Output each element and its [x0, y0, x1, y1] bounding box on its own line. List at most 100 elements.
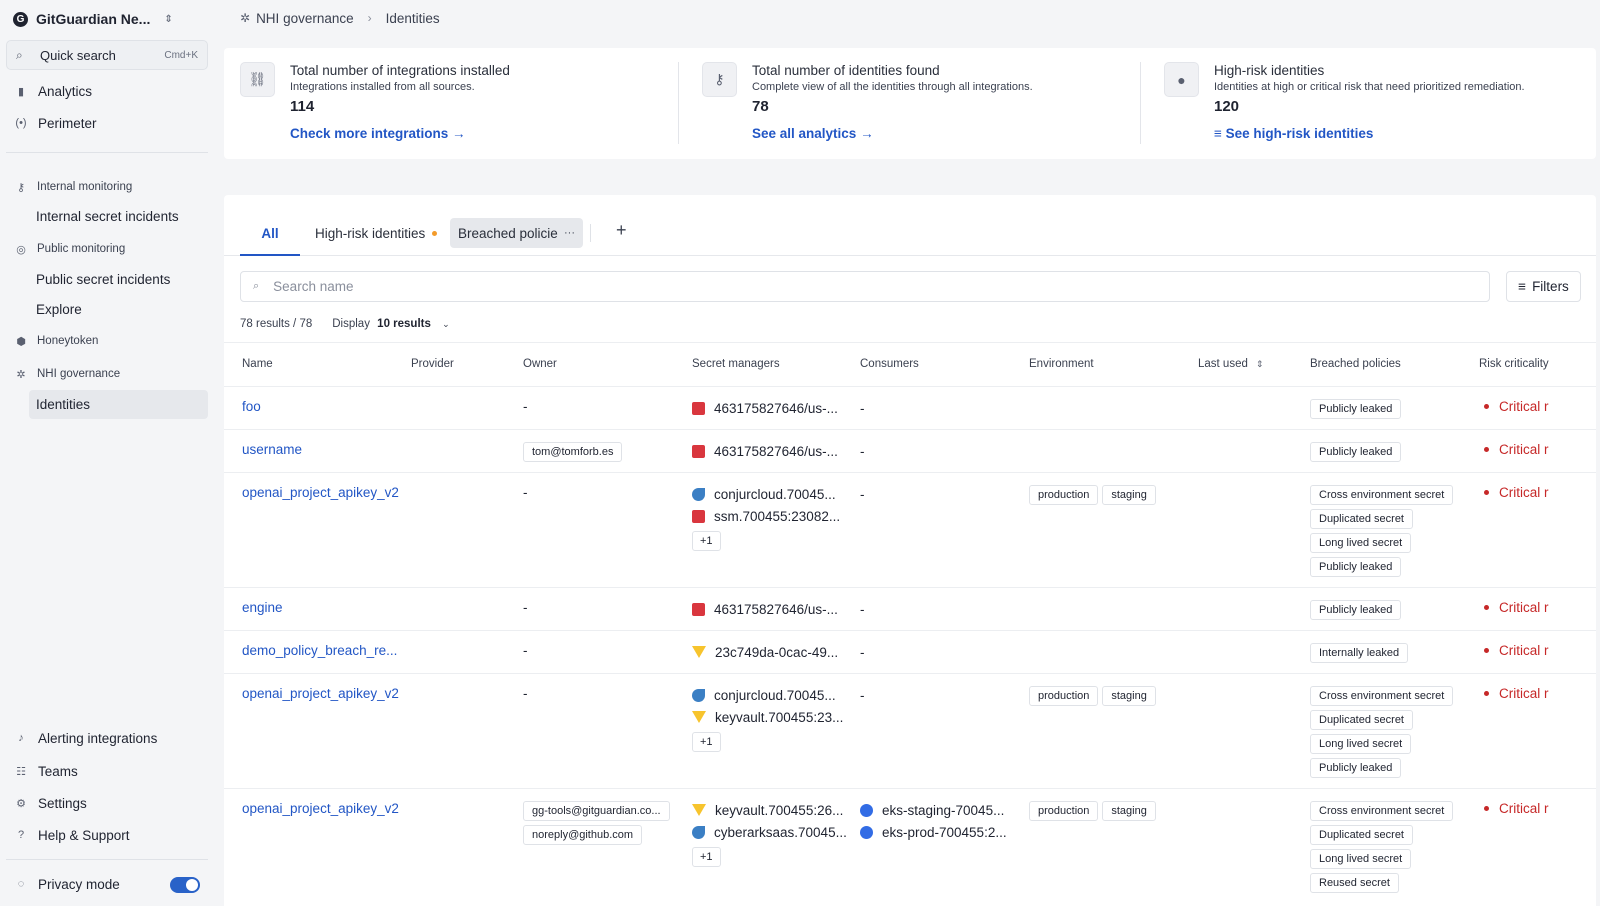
- table-row[interactable]: openai_project_apikey_v2 - conjurcloud.700…: [224, 674, 1596, 789]
- nav-identities[interactable]: Identities: [29, 390, 208, 419]
- nav-explore[interactable]: Explore: [29, 295, 208, 324]
- identity-name-link[interactable]: openai_project_apikey_v2: [242, 801, 399, 816]
- policy-chip: Publicly leaked: [1310, 399, 1402, 419]
- aws-icon: [692, 401, 705, 415]
- link-icon: ⛓: [240, 62, 275, 97]
- tab-all[interactable]: All: [261, 225, 279, 241]
- more-secret-managers-chip[interactable]: +1: [692, 847, 721, 867]
- col-last-used[interactable]: Last used ⇕: [1198, 358, 1263, 370]
- consumer-name: -: [860, 486, 865, 502]
- secret-manager-item[interactable]: keyvault.700455:23...: [692, 706, 852, 728]
- col-consumers[interactable]: Consumers: [860, 358, 919, 370]
- risk-label: Critical r: [1499, 643, 1549, 658]
- consumer-name: eks-staging-70045...: [882, 802, 1005, 818]
- section-public-monitoring[interactable]: ◎ Public monitoring: [14, 239, 125, 259]
- col-name[interactable]: Name: [242, 358, 273, 370]
- see-high-risk-identities-link[interactable]: ≡ See high-risk identities: [1214, 126, 1373, 141]
- search-icon: ⌕: [16, 47, 23, 62]
- search-input[interactable]: [273, 279, 1374, 294]
- more-secret-managers-chip[interactable]: +1: [692, 732, 721, 752]
- nav-settings[interactable]: ⚙ Settings: [14, 791, 87, 815]
- table-row[interactable]: engine - 463175827646/us-... - Publicly leak…: [224, 588, 1596, 631]
- nav-analytics[interactable]: ▮ Analytics: [14, 79, 92, 103]
- more-secret-managers-chip[interactable]: +1: [692, 531, 721, 551]
- nav-public-secret-incidents[interactable]: Public secret incidents: [29, 265, 208, 294]
- table-row[interactable]: username tom@tomforb.es 463175827646/us-..…: [224, 430, 1596, 473]
- section-honeytoken[interactable]: ⬢ Honeytoken: [14, 331, 98, 351]
- identity-name-link[interactable]: demo_policy_breach_re...: [242, 643, 398, 658]
- privacy-mode-toggle[interactable]: [170, 877, 200, 893]
- nav-perimeter[interactable]: (•) Perimeter: [14, 111, 97, 135]
- display-dropdown[interactable]: Display 10 results ⌄: [332, 318, 449, 330]
- secret-manager-item[interactable]: keyvault.700455:26...: [692, 799, 852, 821]
- search-icon: ⌕: [253, 280, 260, 292]
- secret-manager-item[interactable]: 463175827646/us-...: [692, 598, 852, 620]
- table-row[interactable]: demo_policy_breach_re... - 23c749da-0cac-4…: [224, 631, 1596, 674]
- tab-breached-policies[interactable]: Breached policies ···: [450, 218, 583, 248]
- nav-internal-secret-incidents[interactable]: Internal secret incidents: [29, 202, 208, 231]
- col-last-used-label: Last used: [1198, 358, 1248, 370]
- identity-name-link[interactable]: openai_project_apikey_v2: [242, 686, 399, 701]
- secret-manager-item[interactable]: conjurcloud.70045...: [692, 684, 852, 706]
- secret-manager-item[interactable]: 463175827646/us-...: [692, 440, 852, 462]
- consumer-name: -: [860, 644, 865, 660]
- owner-empty: -: [523, 600, 528, 615]
- risk-badge: Critical r: [1484, 801, 1594, 816]
- filters-button[interactable]: ≡ Filters: [1506, 271, 1581, 302]
- secret-manager-item[interactable]: ssm.700455:23082...: [692, 505, 852, 527]
- more-options-icon[interactable]: ···: [564, 227, 575, 239]
- col-breached-policies[interactable]: Breached policies: [1310, 358, 1401, 370]
- identity-name-link[interactable]: foo: [242, 399, 261, 414]
- col-owner[interactable]: Owner: [523, 358, 557, 370]
- table-row[interactable]: openai_project_apikey_v2 gg-tools@gitguar…: [224, 789, 1596, 906]
- secret-manager-name: conjurcloud.70045...: [714, 486, 836, 502]
- risk-badge: Critical r: [1484, 643, 1594, 658]
- identity-name-link[interactable]: username: [242, 442, 303, 457]
- table-row[interactable]: openai_project_apikey_v2 - conjurcloud.700…: [224, 473, 1596, 588]
- secret-manager-name: 463175827646/us-...: [714, 601, 838, 617]
- section-nhi-governance[interactable]: ✲ NHI governance: [14, 364, 120, 384]
- section-honeytoken-label: Honeytoken: [37, 335, 99, 347]
- breadcrumb-parent[interactable]: NHI governance: [256, 10, 354, 26]
- secret-manager-name: keyvault.700455:23...: [715, 709, 844, 725]
- key-icon: ⚷: [702, 62, 737, 97]
- sidebar-divider: [6, 859, 208, 860]
- nav-help-support[interactable]: ? Help & Support: [14, 823, 130, 847]
- col-provider[interactable]: Provider: [411, 358, 454, 370]
- policy-chip: Publicly leaked: [1310, 442, 1402, 462]
- search-field[interactable]: ⌕: [240, 271, 1490, 302]
- secret-manager-name: 23c749da-0cac-49...: [715, 644, 839, 660]
- col-environment[interactable]: Environment: [1029, 358, 1094, 370]
- org-name: GitGuardian Ne...: [36, 11, 151, 27]
- section-internal-monitoring[interactable]: ⚷ Internal monitoring: [14, 177, 132, 197]
- nav-perimeter-label: Perimeter: [38, 115, 97, 131]
- secret-manager-item[interactable]: 23c749da-0cac-49...: [692, 641, 852, 663]
- nav-teams[interactable]: ☷ Teams: [14, 759, 78, 783]
- chevron-updown-icon: ⇕: [164, 13, 173, 25]
- quick-search-button[interactable]: ⌕ Quick search Cmd+K: [6, 40, 208, 70]
- identity-name-link[interactable]: engine: [242, 600, 283, 615]
- vault-icon: [692, 804, 706, 816]
- secret-manager-item[interactable]: cyberarksaas.70045...: [692, 821, 852, 843]
- owner-chip: tom@tomforb.es: [523, 442, 623, 462]
- secret-manager-item[interactable]: conjurcloud.70045...: [692, 483, 852, 505]
- vault-icon: [692, 711, 706, 723]
- add-tab-button[interactable]: +: [616, 220, 627, 240]
- col-secret-managers[interactable]: Secret managers: [692, 358, 780, 370]
- col-risk-criticality[interactable]: Risk criticality: [1479, 358, 1549, 370]
- policy-chip: Cross environment secret: [1310, 686, 1454, 706]
- secret-manager-item[interactable]: 463175827646/us-...: [692, 397, 852, 419]
- check-more-integrations-link[interactable]: Check more integrations →: [290, 126, 466, 141]
- secret-manager-name: keyvault.700455:26...: [715, 802, 844, 818]
- org-switcher[interactable]: G GitGuardian Ne... ⇕: [13, 8, 173, 30]
- nav-alerting-integrations[interactable]: ♪ Alerting integrations: [14, 726, 157, 750]
- policy-chip: Long lived secret: [1310, 849, 1412, 869]
- consumer-name: -: [860, 443, 865, 459]
- bar-chart-icon: ▮: [17, 85, 25, 98]
- tab-high-risk-identities[interactable]: High-risk identities: [315, 218, 438, 248]
- table-row[interactable]: foo - 463175827646/us-... - Publicly leaked C…: [224, 387, 1596, 430]
- see-all-analytics-link[interactable]: See all analytics →: [752, 126, 874, 141]
- identity-name-link[interactable]: openai_project_apikey_v2: [242, 485, 399, 500]
- aws-icon: [692, 509, 705, 523]
- sort-icon[interactable]: ⇕: [1255, 359, 1264, 369]
